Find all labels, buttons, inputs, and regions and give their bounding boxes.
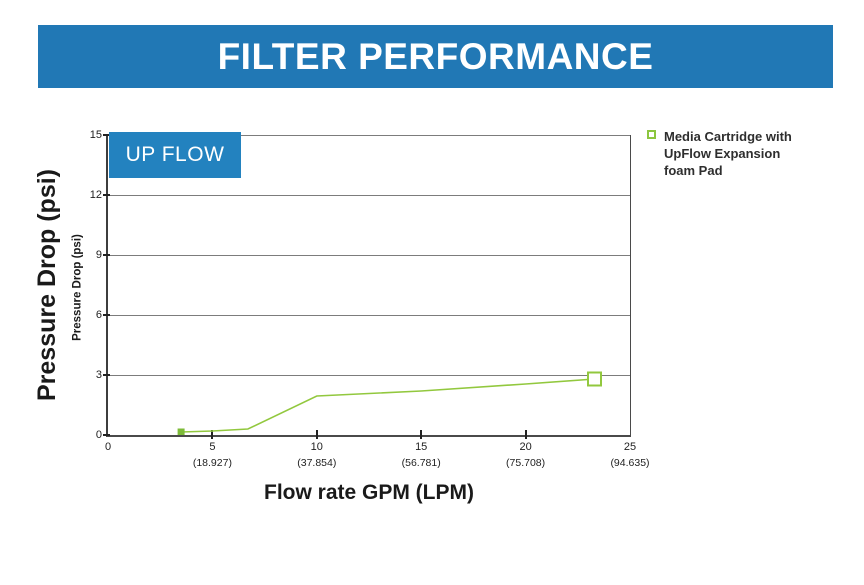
x-tick-label-10: 10 [310, 441, 323, 453]
upflow-overlay-box: UP FLOW [109, 132, 241, 178]
y-axis-tick-15 [103, 134, 110, 136]
legend-open-square-icon [647, 130, 656, 139]
y-tick-label-3: 3 [95, 368, 102, 381]
gridline-y-9 [108, 254, 630, 256]
gridline-y-3 [108, 374, 630, 376]
page-title: FILTER PERFORMANCE [217, 35, 654, 77]
x-tick-label-0: 0 [104, 441, 112, 453]
gridline-y-6 [108, 314, 630, 316]
y-tick-label-15: 15 [89, 128, 102, 141]
y-tick-label-6: 6 [95, 308, 102, 321]
upflow-label: UP FLOW [125, 143, 225, 166]
x-axis-tick-10 [315, 430, 318, 439]
x-tick-label-15: 15 [415, 441, 428, 453]
x-tick-label-5: 5 [209, 441, 216, 453]
legend: Media Cartridge with UpFlow Expansion fo… [647, 128, 792, 179]
legend-label-line-1: Media Cartridge with [664, 129, 792, 144]
x-tick-label-20: 20 [519, 441, 532, 453]
gridline-y-15 [108, 134, 630, 136]
x-axis-tick-20 [524, 430, 527, 439]
y-axis-tick-9 [103, 254, 110, 256]
x-axis-tick-5 [211, 430, 214, 439]
series-end-marker [587, 371, 602, 387]
title-banner: FILTER PERFORMANCE [38, 25, 833, 88]
gridline-y-12 [108, 194, 630, 196]
plot-area [106, 135, 631, 437]
y-axis-tick-12 [103, 194, 110, 196]
x-tick-lpm-label-25: (94.635) [610, 457, 650, 469]
x-tick-lpm-label-15: (56.781) [401, 457, 441, 469]
y-axis-tick-0 [103, 434, 110, 436]
series-start-marker [177, 428, 185, 435]
x-tick-lpm-label-10: (37.854) [297, 457, 337, 469]
y-axis-title-outer: Pressure Drop (psi) [33, 169, 61, 402]
x-tick-label-25: 25 [623, 441, 637, 453]
series-line [181, 378, 595, 433]
series-plot [177, 371, 602, 435]
x-tick-lpm-label-20: (75.708) [506, 457, 546, 469]
x-axis-title: Flow rate GPM (LPM) [264, 481, 474, 504]
legend-label-line-3: foam Pad [664, 163, 723, 178]
y-tick-label-9: 9 [95, 248, 102, 261]
y-axis-tick-6 [103, 314, 110, 316]
legend-label: Media Cartridge with UpFlow Expansion fo… [664, 128, 792, 179]
x-axis-tick-15 [420, 430, 423, 439]
legend-label-line-2: UpFlow Expansion [664, 146, 781, 161]
y-axis-tick-3 [103, 374, 110, 376]
y-tick-label-0: 0 [95, 428, 102, 441]
y-tick-label-12: 12 [89, 188, 102, 201]
y-axis-title-inner: Pressure Drop (psi) [71, 234, 84, 341]
x-tick-lpm-label-5: (18.927) [192, 457, 232, 469]
